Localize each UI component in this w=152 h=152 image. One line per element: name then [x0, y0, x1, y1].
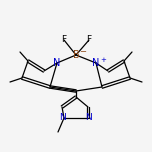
Text: F: F	[86, 36, 92, 45]
Text: N: N	[92, 58, 100, 68]
Text: B: B	[73, 50, 79, 60]
Text: N: N	[59, 114, 65, 123]
Text: +: +	[100, 57, 106, 63]
Text: F: F	[61, 36, 67, 45]
Text: −: −	[79, 47, 86, 57]
Text: N: N	[85, 114, 91, 123]
Text: N: N	[53, 58, 61, 68]
